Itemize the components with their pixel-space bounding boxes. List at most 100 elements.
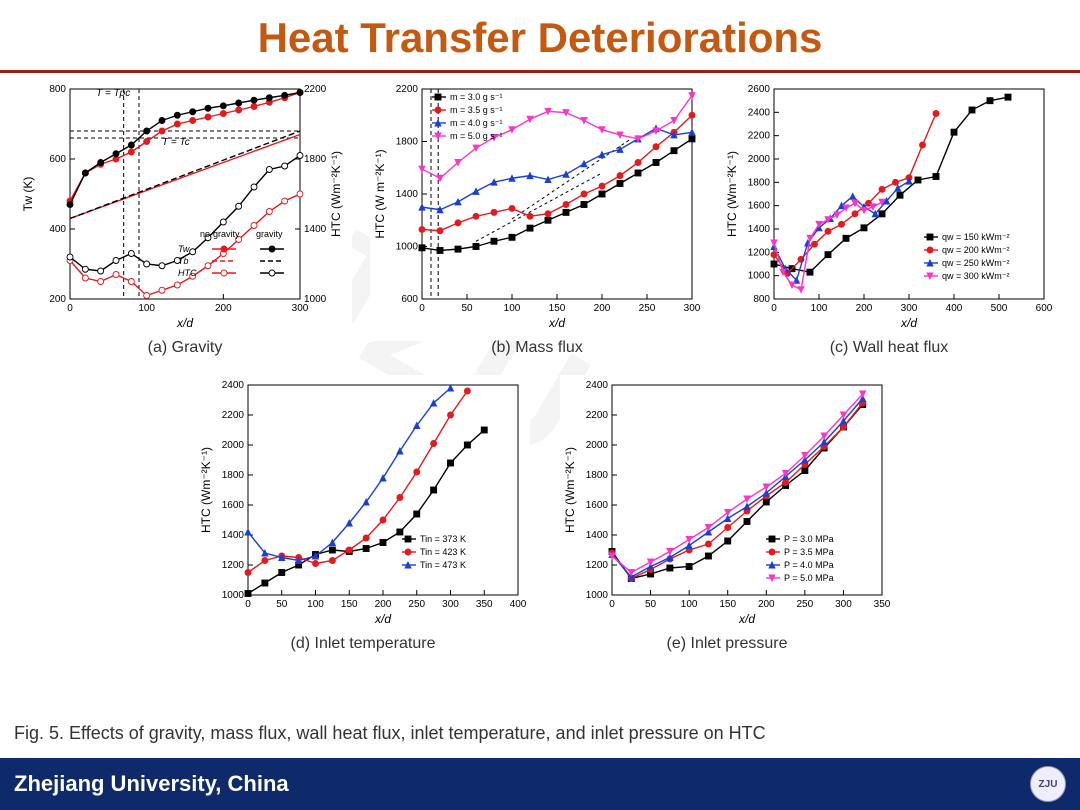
svg-text:800: 800 <box>49 84 66 95</box>
figure-caption: Fig. 5. Effects of gravity, mass flux, w… <box>0 719 1080 744</box>
chart-b: 0501001502002503006001000140018002200x/d… <box>370 79 704 341</box>
svg-text:1000: 1000 <box>396 242 419 253</box>
svg-text:Tw (K): Tw (K) <box>21 177 35 212</box>
svg-text:250: 250 <box>408 599 425 610</box>
svg-text:1600: 1600 <box>748 201 771 212</box>
svg-text:Tw: Tw <box>178 244 190 254</box>
chart-c: 0 100 200 300 400 500 600 800 1000 1200 1400 1600 18… <box>722 79 1056 341</box>
chart-caption: (c) Wall heat flux <box>722 339 1056 357</box>
svg-text:100: 100 <box>811 303 828 314</box>
svg-text:m = 4.0 g s⁻¹: m = 4.0 g s⁻¹ <box>450 118 503 128</box>
footer-text: Zhejiang University, China <box>14 771 289 797</box>
chart-a: 01002003002004006008001000140018002200x/… <box>18 79 352 341</box>
svg-text:250: 250 <box>797 599 814 610</box>
svg-text:200: 200 <box>49 294 66 305</box>
svg-text:0: 0 <box>609 599 615 610</box>
svg-text:0: 0 <box>245 599 251 610</box>
svg-text:50: 50 <box>645 599 657 610</box>
chart-e: 0501001502002503003501000120014001600180… <box>560 375 894 637</box>
svg-text:m = 3.5 g s⁻¹: m = 3.5 g s⁻¹ <box>450 105 503 115</box>
svg-text:P = 3.5 MPa: P = 3.5 MPa <box>784 547 834 557</box>
svg-text:HTC (Wm⁻²K⁻¹): HTC (Wm⁻²K⁻¹) <box>199 447 213 533</box>
svg-text:x/d: x/d <box>374 612 391 626</box>
svg-text:m = 5.0 g s⁻¹: m = 5.0 g s⁻¹ <box>450 131 503 141</box>
title-rule <box>0 70 1080 73</box>
svg-text:300: 300 <box>901 303 918 314</box>
svg-text:T = Tpc: T = Tpc <box>96 88 130 99</box>
svg-text:Tb: Tb <box>178 256 189 266</box>
svg-text:Tin = 473 K: Tin = 473 K <box>420 560 466 570</box>
svg-text:1800: 1800 <box>586 470 609 481</box>
svg-text:300: 300 <box>835 599 852 610</box>
svg-text:HTC (W m⁻²K⁻¹): HTC (W m⁻²K⁻¹) <box>373 149 387 238</box>
university-logo-icon: ZJU <box>1030 766 1066 802</box>
svg-text:1800: 1800 <box>304 154 327 165</box>
svg-text:2200: 2200 <box>222 410 245 421</box>
svg-text:100: 100 <box>307 599 324 610</box>
svg-text:250: 250 <box>639 303 656 314</box>
svg-text:2000: 2000 <box>222 440 245 451</box>
charts-region: JZUSA 0100200300200400600800100014001800… <box>0 79 1080 719</box>
svg-text:T = Tc: T = Tc <box>162 137 190 148</box>
svg-text:x/d: x/d <box>900 316 917 330</box>
svg-text:2400: 2400 <box>586 380 609 391</box>
svg-text:200: 200 <box>856 303 873 314</box>
svg-text:150: 150 <box>341 599 358 610</box>
svg-text:0: 0 <box>419 303 425 314</box>
svg-text:1000: 1000 <box>586 590 609 601</box>
svg-text:2400: 2400 <box>222 380 245 391</box>
svg-text:600: 600 <box>49 154 66 165</box>
svg-text:400: 400 <box>49 224 66 235</box>
svg-text:1200: 1200 <box>748 247 771 258</box>
svg-text:100: 100 <box>138 303 155 314</box>
svg-text:HTC (Wm⁻²K⁻¹): HTC (Wm⁻²K⁻¹) <box>725 151 739 237</box>
svg-text:2200: 2200 <box>748 131 771 142</box>
svg-text:600: 600 <box>401 294 418 305</box>
svg-text:1000: 1000 <box>222 590 245 601</box>
svg-text:x/d: x/d <box>738 612 755 626</box>
svg-text:350: 350 <box>874 599 891 610</box>
svg-text:no-gravity: no-gravity <box>200 229 240 239</box>
svg-text:1400: 1400 <box>396 189 419 200</box>
svg-text:150: 150 <box>719 599 736 610</box>
svg-text:400: 400 <box>946 303 963 314</box>
svg-text:2000: 2000 <box>586 440 609 451</box>
svg-text:0: 0 <box>67 303 73 314</box>
svg-text:Tin = 423 K: Tin = 423 K <box>420 547 466 557</box>
svg-text:1400: 1400 <box>748 224 771 235</box>
svg-text:100: 100 <box>504 303 521 314</box>
svg-text:50: 50 <box>276 599 288 610</box>
svg-text:m = 3.0 g s⁻¹: m = 3.0 g s⁻¹ <box>450 92 503 102</box>
chart-caption: (a) Gravity <box>18 339 352 357</box>
svg-text:Tin = 373 K: Tin = 373 K <box>420 534 466 544</box>
svg-text:qw = 300 kWm⁻²: qw = 300 kWm⁻² <box>942 271 1010 281</box>
svg-text:200: 200 <box>215 303 232 314</box>
svg-text:1600: 1600 <box>222 500 245 511</box>
svg-text:1000: 1000 <box>304 294 327 305</box>
svg-text:HTC: HTC <box>178 268 197 278</box>
svg-text:600: 600 <box>1036 303 1053 314</box>
svg-text:qw = 200 kWm⁻²: qw = 200 kWm⁻² <box>942 245 1010 255</box>
svg-text:qw = 250 kWm⁻²: qw = 250 kWm⁻² <box>942 258 1010 268</box>
svg-text:P = 4.0 MPa: P = 4.0 MPa <box>784 560 834 570</box>
svg-text:1400: 1400 <box>222 530 245 541</box>
svg-text:50: 50 <box>461 303 473 314</box>
svg-text:1800: 1800 <box>748 177 771 188</box>
chart-caption: (b) Mass flux <box>370 339 704 357</box>
svg-text:2400: 2400 <box>748 107 771 118</box>
svg-text:300: 300 <box>684 303 701 314</box>
svg-text:x/d: x/d <box>176 316 193 330</box>
svg-text:300: 300 <box>442 599 459 610</box>
svg-text:1000: 1000 <box>748 271 771 282</box>
svg-text:HTC (Wm⁻²K⁻¹): HTC (Wm⁻²K⁻¹) <box>329 151 343 237</box>
svg-text:qw = 150 kWm⁻²: qw = 150 kWm⁻² <box>942 232 1010 242</box>
svg-text:500: 500 <box>991 303 1008 314</box>
svg-text:1200: 1200 <box>586 560 609 571</box>
svg-text:350: 350 <box>476 599 493 610</box>
svg-text:2200: 2200 <box>304 84 327 95</box>
svg-text:2000: 2000 <box>748 154 771 165</box>
svg-text:800: 800 <box>753 294 770 305</box>
footer-bar: Zhejiang University, China ZJU <box>0 758 1080 810</box>
svg-text:0: 0 <box>771 303 777 314</box>
svg-text:P = 5.0 MPa: P = 5.0 MPa <box>784 573 834 583</box>
